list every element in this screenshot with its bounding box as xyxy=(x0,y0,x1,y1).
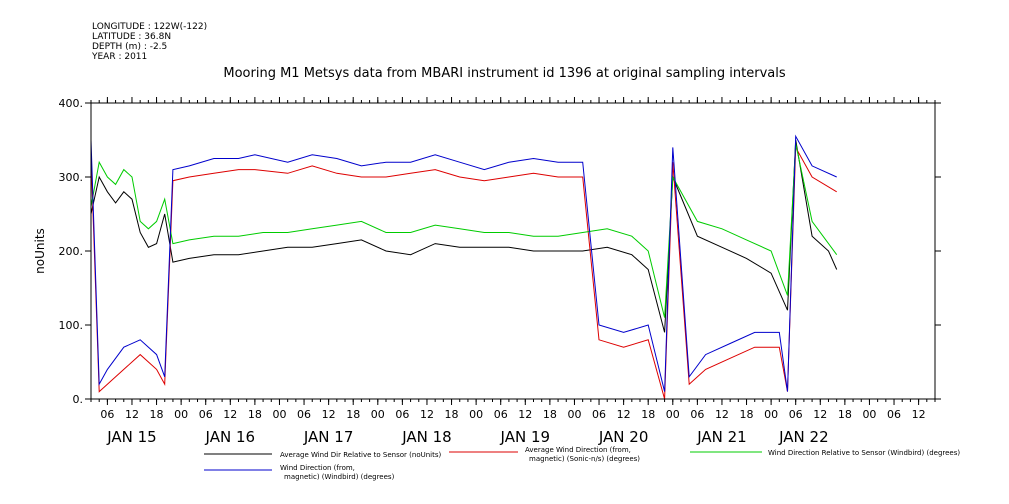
x-day-label-7: JAN 22 xyxy=(778,428,829,446)
x-tick-label-28: 06 xyxy=(789,408,803,421)
x-tick-label-29: 12 xyxy=(813,408,827,421)
x-tick-label-27: 00 xyxy=(764,408,778,421)
y-tick-label-4: 400. xyxy=(59,97,84,110)
y-tick-label-3: 300. xyxy=(59,171,84,184)
x-day-label-1: JAN 16 xyxy=(205,428,256,446)
legend-label-2-0: Wind Direction Relative to Sensor (Windb… xyxy=(768,449,960,457)
year-text: YEAR : 2011 xyxy=(92,52,148,62)
x-tick-label-6: 18 xyxy=(248,408,262,421)
plot-frame xyxy=(90,102,936,400)
x-tick-label-18: 18 xyxy=(543,408,557,421)
legend-label-3-0: Wind Direction (from, xyxy=(280,464,355,472)
chart-title: Mooring M1 Metsys data from MBARI instru… xyxy=(223,66,786,81)
x-day-label-6: JAN 21 xyxy=(696,428,747,446)
y-axis-label: noUnits xyxy=(33,228,47,274)
x-tick-label-14: 18 xyxy=(445,408,459,421)
depth-text: DEPTH (m) : -2.5 xyxy=(92,42,168,52)
y-tick-label-0: 0. xyxy=(73,393,84,406)
x-tick-label-15: 00 xyxy=(469,408,483,421)
x-tick-label-20: 06 xyxy=(592,408,606,421)
metadata-block: LONGITUDE : 122W(-122) LATITUDE : 36.8N … xyxy=(92,22,207,62)
legend-label-3-1: magnetic) (Windbird) (degrees) xyxy=(284,473,395,481)
x-day-label-4: JAN 19 xyxy=(500,428,551,446)
x-tick-label-26: 18 xyxy=(740,408,754,421)
x-tick-label-3: 00 xyxy=(174,408,188,421)
x-tick-label-17: 12 xyxy=(518,408,532,421)
legend-layer: Average Wind Dir Relative to Sensor (noU… xyxy=(204,446,960,481)
axis-layer: 0. 100. 200. 300. 400. 06 12 18 00 06 12 18 00 06 12 18… xyxy=(33,97,941,446)
plot-layer xyxy=(90,134,838,400)
x-tick-label-10: 18 xyxy=(346,408,360,421)
x-tick-label-21: 12 xyxy=(617,408,631,421)
series-line-3 xyxy=(90,134,837,392)
longitude-text: LONGITUDE : 122W(-122) xyxy=(92,22,208,32)
x-tick-label-33: 12 xyxy=(912,408,926,421)
x-tick-label-16: 06 xyxy=(494,408,508,421)
x-tick-label-19: 00 xyxy=(567,408,581,421)
x-tick-label-2: 18 xyxy=(150,408,164,421)
x-day-label-3: JAN 18 xyxy=(401,428,452,446)
x-day-label-5: JAN 20 xyxy=(598,428,649,446)
x-tick-label-25: 12 xyxy=(715,408,729,421)
x-tick-label-22: 18 xyxy=(641,408,655,421)
x-tick-label-1: 12 xyxy=(125,408,139,421)
latitude-text: LATITUDE : 36.8N xyxy=(92,32,172,42)
x-tick-label-30: 18 xyxy=(838,408,852,421)
series-line-2 xyxy=(90,143,838,318)
x-tick-label-4: 06 xyxy=(199,408,213,421)
legend-label-1-0: Average Wind Direction (from, xyxy=(525,446,631,454)
x-tick-label-0: 06 xyxy=(100,408,114,421)
x-tick-label-13: 12 xyxy=(420,408,434,421)
x-tick-label-12: 06 xyxy=(395,408,409,421)
x-tick-label-9: 12 xyxy=(322,408,336,421)
x-tick-label-8: 06 xyxy=(297,408,311,421)
y-tick-label-2: 200. xyxy=(59,245,84,258)
x-day-label-2: JAN 17 xyxy=(303,428,354,446)
legend-label-1-1: magnetic) (Sonic-n/s) (degrees) xyxy=(529,455,640,463)
legend-label-0-0: Average Wind Dir Relative to Sensor (noU… xyxy=(280,451,441,459)
x-tick-label-32: 06 xyxy=(887,408,901,421)
x-tick-label-11: 00 xyxy=(371,408,385,421)
x-tick-label-7: 00 xyxy=(272,408,286,421)
x-tick-label-24: 06 xyxy=(690,408,704,421)
y-tick-label-1: 100. xyxy=(59,319,84,332)
x-tick-label-31: 00 xyxy=(862,408,876,421)
x-tick-label-5: 12 xyxy=(223,408,237,421)
x-day-label-0: JAN 15 xyxy=(106,428,157,446)
x-tick-label-23: 00 xyxy=(666,408,680,421)
series-line-0 xyxy=(90,139,838,333)
series-line-1 xyxy=(90,145,837,400)
